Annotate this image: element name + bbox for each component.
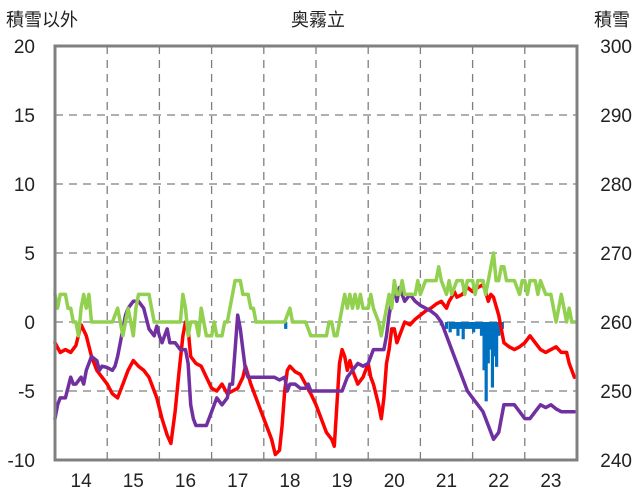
chart-title: 奥霧立 (291, 10, 345, 30)
y-right-tick-label: 290 (600, 106, 632, 127)
snow-depth-bar (477, 322, 481, 329)
x-tick-label: 22 (488, 471, 509, 492)
snow-depth-bar (451, 322, 455, 329)
data-lines (53, 251, 577, 457)
snow-depth-bar (497, 322, 501, 336)
right-axis-label: 積雪 (594, 10, 630, 30)
snow-depth-bar (461, 322, 465, 340)
y-right-tick-label: 280 (600, 175, 632, 196)
snow-depth-bar (469, 322, 473, 329)
snow-depth-bar (472, 322, 476, 333)
snow-depth-bar (448, 322, 452, 333)
snow-depth-bars (284, 322, 504, 402)
y-left-tick-label: 15 (14, 106, 35, 127)
snow-depth-bar (464, 322, 468, 329)
y-right-tick-label: 270 (600, 244, 632, 265)
series-line-2 (53, 251, 577, 338)
snow-depth-bar (495, 322, 499, 367)
snow-depth-bar (466, 322, 471, 329)
y-left-tick-label: -5 (18, 382, 35, 403)
y-left-tick-label: 20 (14, 37, 35, 58)
snow-depth-bar (492, 322, 497, 357)
x-tick-label: 19 (332, 471, 353, 492)
y-left-tick-label: -10 (8, 451, 35, 472)
snow-depth-bar (453, 322, 457, 329)
y-right-tick-label: 260 (600, 313, 632, 334)
snow-depth-bar (444, 322, 449, 329)
snow-depth-bar (484, 322, 488, 402)
x-tick-label: 14 (71, 471, 93, 492)
y-left-tick-label: 0 (24, 313, 35, 334)
y-right-tick-label: 250 (600, 382, 632, 403)
x-tick-label: 20 (384, 471, 405, 492)
x-tick-label: 18 (279, 471, 300, 492)
x-tick-label: 15 (123, 471, 144, 492)
series-line-0 (53, 282, 577, 457)
x-tick-label: 21 (436, 471, 457, 492)
snow-depth-bar (458, 322, 463, 329)
plot-frame (53, 44, 579, 462)
y-right-tick-label: 240 (600, 451, 632, 472)
snow-depth-bar (488, 322, 492, 350)
y-left-tick-label: 5 (24, 244, 35, 265)
y-right-tick-label: 300 (600, 37, 632, 58)
tick-labels: 20 300 15 290 10 280 5 270 0 260 -5 250 -10 240 14 15 16… (8, 37, 632, 492)
snow-depth-bar (486, 322, 490, 364)
x-tick-label: 16 (175, 471, 196, 492)
snow-depth-bar (474, 322, 478, 329)
grid (55, 46, 577, 460)
snow-depth-bar (482, 322, 486, 371)
snow-depth-bar (284, 322, 288, 329)
snow-depth-bar (456, 322, 460, 336)
left-axis-label: 積雪以外 (6, 10, 78, 30)
y-left-tick-label: 10 (14, 175, 35, 196)
x-tick-label: 17 (227, 471, 248, 492)
x-tick-label: 23 (540, 471, 561, 492)
snow-depth-bar (490, 322, 495, 388)
